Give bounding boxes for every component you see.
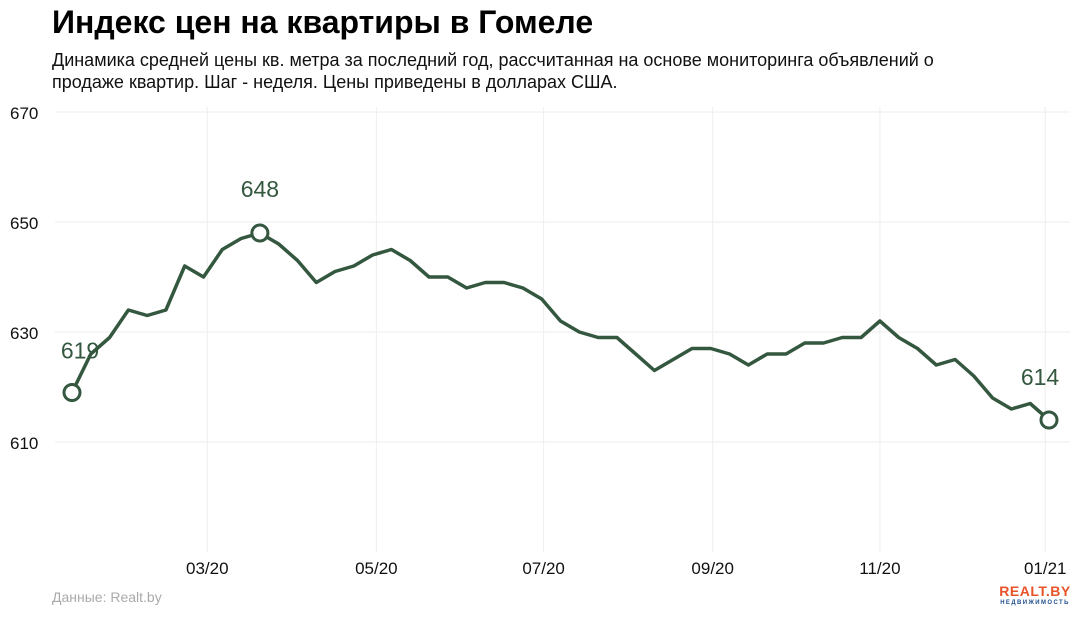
point-label-648: 648 xyxy=(241,176,279,202)
point-marker-648 xyxy=(250,223,270,243)
x-tick-label-05-20: 05/20 xyxy=(355,559,398,578)
x-tick-label-07-20: 07/20 xyxy=(522,559,565,578)
y-tick-label-630: 630 xyxy=(10,324,38,343)
point-marker-619 xyxy=(62,383,82,402)
y-tick-label-670: 670 xyxy=(10,104,38,123)
logo-subtext: НЕДВИЖИМОСТЬ xyxy=(1000,600,1070,606)
y-tick-label-650: 650 xyxy=(10,214,38,233)
annotation-layer: 619 648 614 xyxy=(61,176,1060,430)
point-marker-614 xyxy=(1039,410,1059,430)
x-tick-label-11-20: 11/20 xyxy=(859,559,900,578)
chart-title: Индекс цен на квартиры в Гомеле xyxy=(52,4,594,40)
x-tick-label-03-20: 03/20 xyxy=(186,559,229,578)
point-label-619: 619 xyxy=(61,338,99,364)
grid-layer xyxy=(55,107,1070,552)
realt-logo[interactable]: REALT.BY НЕДВИЖИМОСТЬ xyxy=(998,583,1072,607)
y-tick-label-610: 610 xyxy=(10,434,38,453)
series-layer xyxy=(70,231,1051,422)
logo-text: REALT.BY xyxy=(999,583,1071,599)
x-axis: 03/20 05/20 07/20 09/20 11/20 01/21 xyxy=(186,559,1067,578)
y-axis: 610 630 650 670 xyxy=(10,104,38,453)
x-tick-label-09-20: 09/20 xyxy=(691,559,734,578)
point-label-614: 614 xyxy=(1021,364,1060,390)
series-line xyxy=(70,231,1051,422)
chart-subtitle: Динамика средней цены кв. метра за после… xyxy=(52,50,934,92)
data-source: Данные: Realt.by xyxy=(52,589,162,605)
x-tick-label-01-21: 01/21 xyxy=(1024,559,1067,578)
